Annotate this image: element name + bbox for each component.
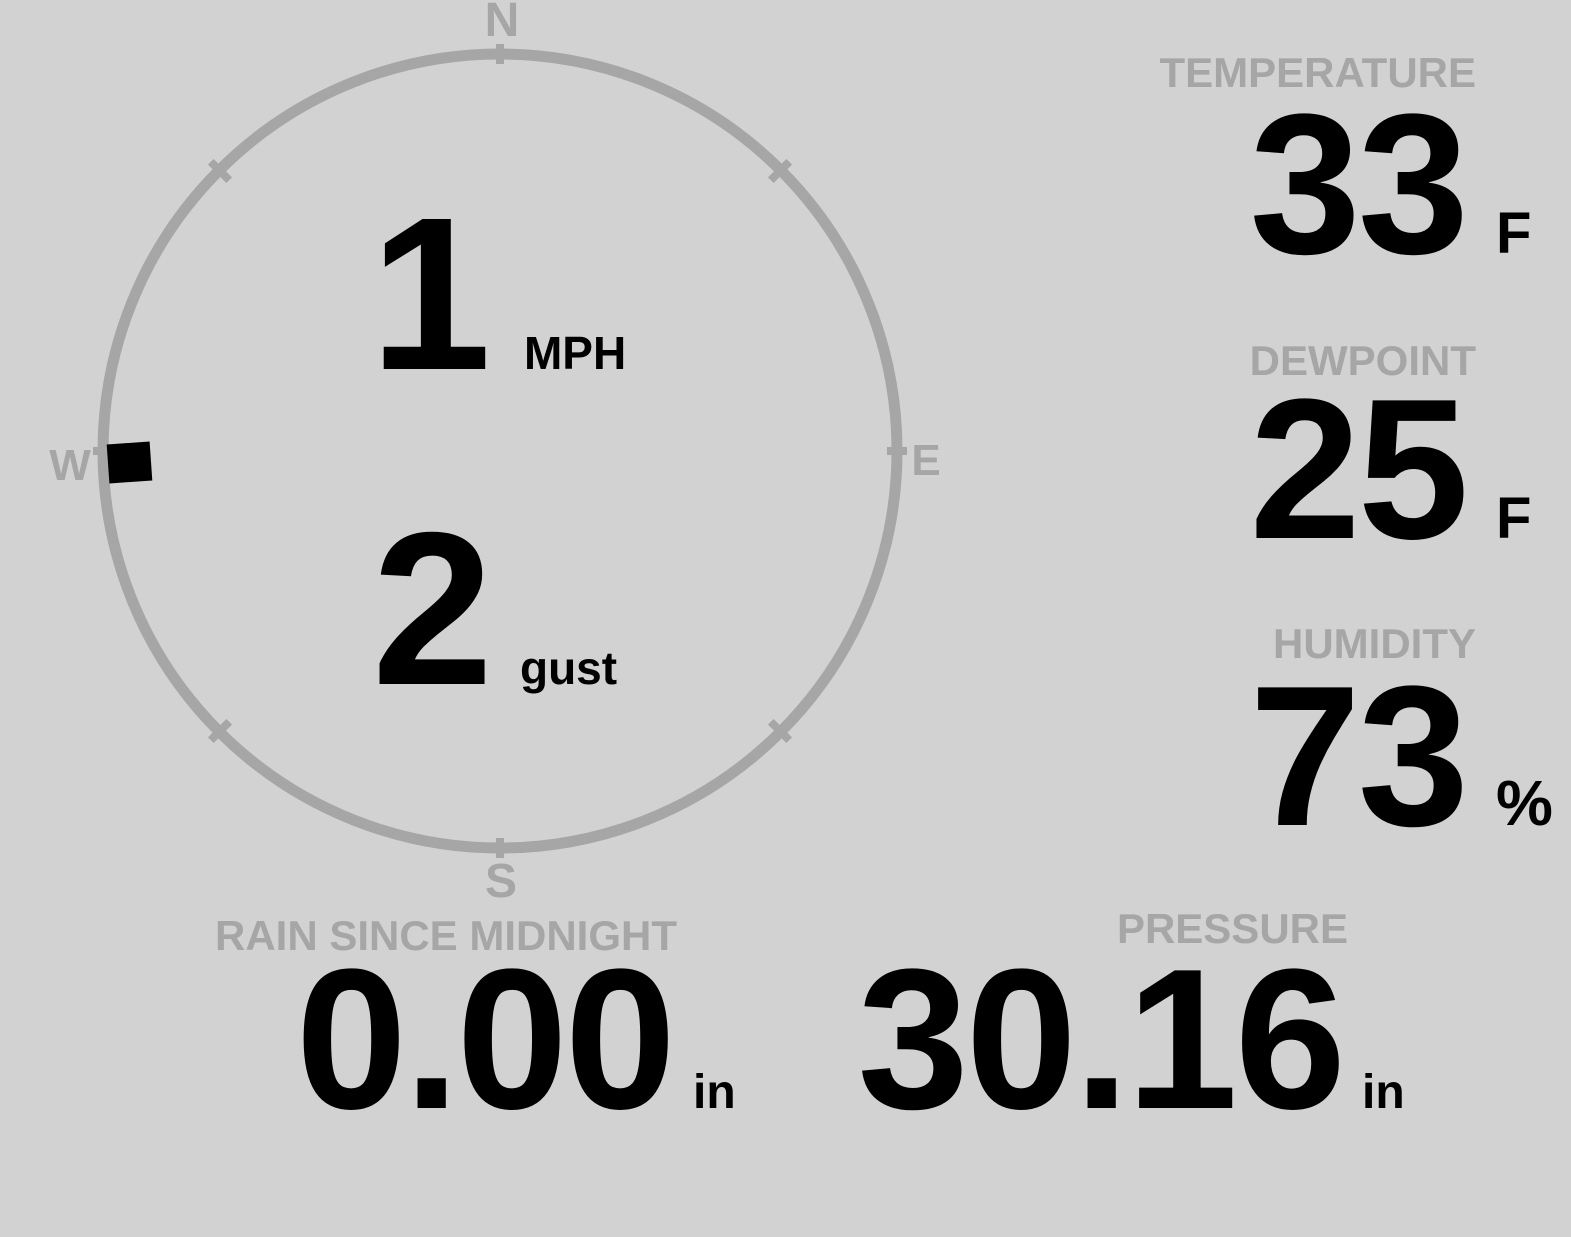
pressure-label: PRESSURE: [1116, 905, 1348, 952]
pressure-value: 30.16: [857, 928, 1346, 1151]
wind-compass: [93, 44, 907, 858]
temperature-metric: TEMPERATURE 33 F: [1159, 52, 1556, 285]
tick-southeast-icon: [767, 718, 793, 744]
tick-northeast-icon: [767, 158, 793, 184]
wind-speed: 1 MPH: [370, 186, 626, 404]
compass-ticks: [93, 44, 907, 858]
wind-gust-unit: gust: [519, 642, 618, 694]
rain-metric: RAIN SINCE MIDNIGHT 0.00 in: [215, 915, 753, 1140]
wind-gust: 2 gust: [372, 501, 617, 719]
compass-label-west: W: [49, 441, 91, 490]
humidity-metric: HUMIDITY 73 %: [1250, 623, 1556, 857]
tick-northwest-icon: [207, 158, 233, 184]
temperature-label: TEMPERATURE: [1159, 49, 1476, 96]
humidity-label: HUMIDITY: [1273, 620, 1476, 667]
dewpoint-value: 25: [1249, 358, 1469, 581]
wind-speed-value: 1: [370, 173, 491, 416]
rain-value: 0.00: [295, 928, 676, 1151]
rain-label: RAIN SINCE MIDNIGHT: [215, 912, 677, 959]
tick-southwest-icon: [207, 718, 233, 744]
rain-unit: in: [693, 1066, 736, 1119]
temperature-value: 33: [1249, 73, 1469, 296]
humidity-value: 73: [1249, 645, 1469, 868]
compass-label-east: E: [911, 436, 941, 485]
wind-direction-marker: [106, 441, 153, 484]
pressure-unit: in: [1362, 1066, 1405, 1119]
wind-speed-unit: MPH: [523, 327, 627, 379]
dewpoint-label: DEWPOINT: [1249, 337, 1476, 384]
dewpoint-metric: DEWPOINT 25 F: [1250, 340, 1556, 570]
wind-gust-value: 2: [372, 488, 493, 731]
dewpoint-unit: F: [1496, 486, 1532, 551]
pressure-metric: PRESSURE 30.16 in: [858, 908, 1423, 1140]
compass-label-south: S: [484, 855, 518, 908]
temperature-unit: F: [1496, 201, 1532, 266]
humidity-unit: %: [1496, 767, 1553, 839]
compass-label-north: N: [484, 0, 520, 47]
